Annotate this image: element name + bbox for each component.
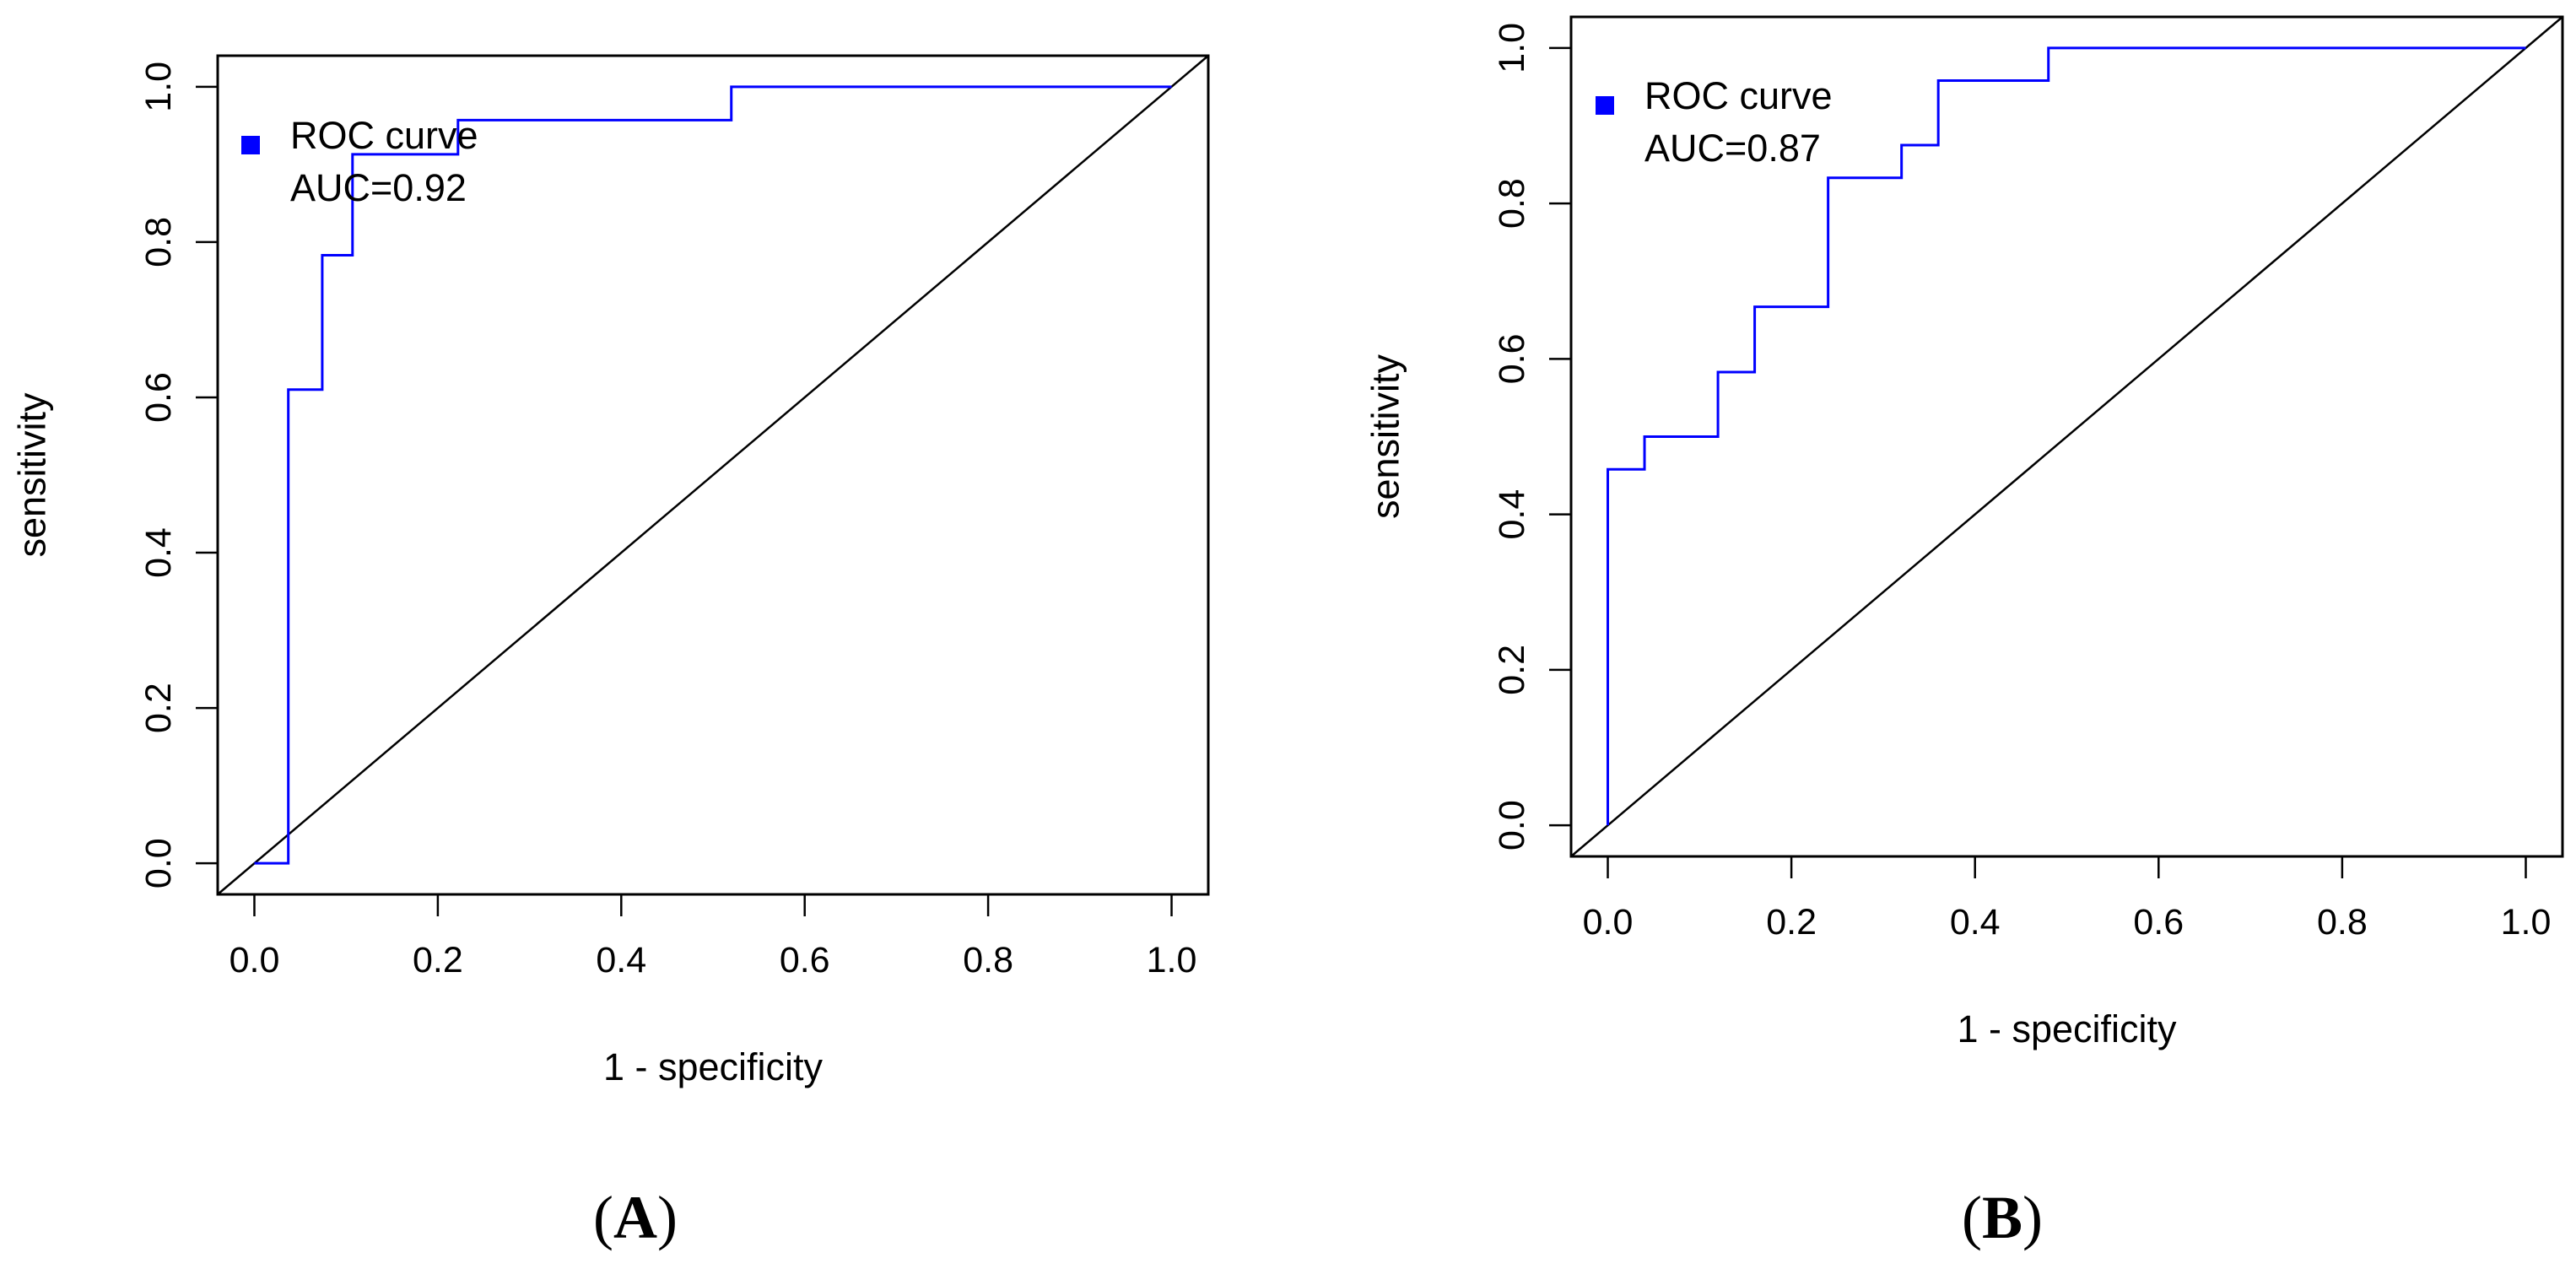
- panel-label: (A): [593, 1184, 678, 1251]
- x-tick-label: 0.2: [413, 940, 463, 980]
- panel-label-close-paren: ): [657, 1184, 678, 1251]
- y-tick-label: 0.2: [138, 683, 179, 733]
- x-tick-label: 0.4: [1950, 902, 2001, 942]
- x-tick-label: 1.0: [2501, 902, 2552, 942]
- roc-curve-line: [1607, 46, 2526, 826]
- panel-label: (B): [1962, 1184, 2043, 1251]
- y-tick-label: 0.8: [1492, 178, 1532, 229]
- reference-diagonal-line: [217, 55, 1209, 895]
- x-tick-label: 0.4: [596, 940, 646, 980]
- panel-label-letter: A: [613, 1184, 657, 1251]
- roc-panel-a: 0.0 0.2 0.4 0.6 0.8 1.0 0.0 0.2 0.4 0.6 0.8 1.0 1 - …: [11, 54, 1210, 1251]
- y-tick-label: 1.0: [138, 62, 179, 112]
- y-tick-label: 0.2: [1492, 645, 1532, 695]
- y-tick-label: 1.0: [1492, 23, 1532, 73]
- y-tick-label: 0.4: [138, 527, 179, 578]
- y-tick-label: 0.0: [138, 838, 179, 888]
- y-tick-label: 0.8: [138, 217, 179, 267]
- x-tick-label: 0.6: [780, 940, 830, 980]
- panel-label-close-paren: ): [2022, 1184, 2043, 1251]
- x-tick-label: 1.0: [1147, 940, 1197, 980]
- x-axis-title: 1 - specificity: [1957, 1007, 2177, 1050]
- legend-swatch: [241, 136, 260, 154]
- y-axis-title: sensitivity: [1364, 354, 1407, 519]
- panel-label-open-paren: (: [1962, 1184, 1982, 1251]
- y-tick-label: 0.0: [1492, 800, 1532, 850]
- reference-diagonal-line: [1570, 16, 2563, 857]
- legend-series-label: ROC curve: [290, 114, 478, 157]
- y-tick-label: 0.6: [1492, 333, 1532, 384]
- x-tick-label: 0.8: [963, 940, 1013, 980]
- legend-swatch: [1596, 96, 1614, 115]
- x-tick-label: 0.0: [1583, 902, 1634, 942]
- x-axis-title: 1 - specificity: [603, 1045, 824, 1088]
- panel-label-letter: B: [1982, 1184, 2022, 1251]
- panel-label-open-paren: (: [593, 1184, 613, 1251]
- x-tick-label: 0.6: [2133, 902, 2184, 942]
- x-tick-label: 0.0: [230, 940, 280, 980]
- y-tick-label: 0.6: [138, 372, 179, 423]
- roc-panel-b: 0.0 0.2 0.4 0.6 0.8 1.0 0.0 0.2 0.4 0.6 0.8 1.0 1 - …: [1364, 15, 2564, 1251]
- x-tick-label: 0.2: [1766, 902, 1817, 942]
- x-tick-label: 0.8: [2317, 902, 2368, 942]
- roc-curve-line: [254, 85, 1172, 865]
- legend-auc-label: AUC=0.87: [1644, 127, 1821, 170]
- legend-auc-label: AUC=0.92: [290, 166, 467, 209]
- y-tick-label: 0.4: [1492, 489, 1532, 540]
- y-axis-title: sensitivity: [11, 392, 54, 558]
- legend-series-label: ROC curve: [1644, 74, 1833, 117]
